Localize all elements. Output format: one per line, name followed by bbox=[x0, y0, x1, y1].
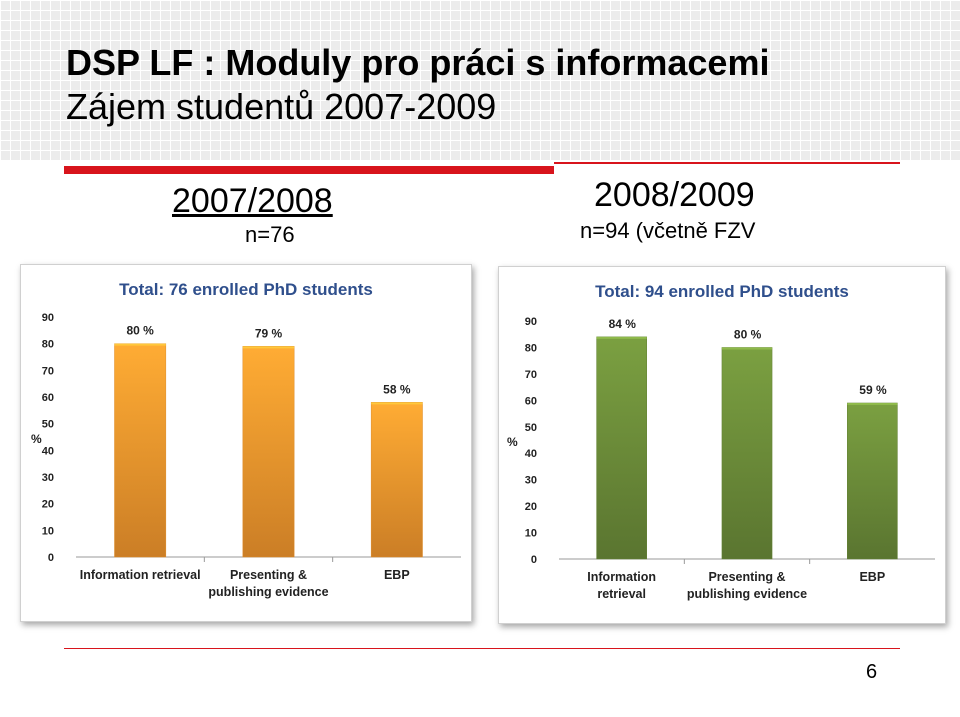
y-tick-label: 40 bbox=[42, 445, 54, 457]
left-year-label: 2007/2008 bbox=[172, 182, 333, 220]
slide-subtitle: Zájem studentů 2007-2009 bbox=[66, 86, 497, 127]
x-tick-label: EBP bbox=[859, 570, 885, 584]
y-tick-label: 30 bbox=[525, 475, 537, 487]
y-tick-label: 90 bbox=[42, 312, 54, 324]
bar-value-label: 59 % bbox=[859, 383, 887, 397]
footer-rule bbox=[64, 648, 900, 649]
y-tick-label: 60 bbox=[525, 395, 537, 407]
bar-value-label: 84 % bbox=[609, 317, 637, 331]
chart-2008-2009-svg: Total: 94 enrolled PhD students% 0 10 20 30 4… bbox=[507, 282, 935, 601]
left-sample-size: n=76 bbox=[245, 222, 295, 247]
bar-value-label: 79 % bbox=[255, 326, 283, 340]
y-tick-label: 80 bbox=[42, 339, 54, 351]
bar bbox=[596, 336, 647, 560]
y-tick-label: 20 bbox=[42, 499, 54, 511]
y-tick-label: 60 bbox=[42, 392, 54, 404]
x-tick-label: Information retrieval bbox=[80, 568, 201, 582]
title-rule-thin bbox=[554, 162, 900, 164]
y-tick-label: 70 bbox=[525, 369, 537, 381]
x-tick-label: retrieval bbox=[597, 587, 646, 601]
bar bbox=[370, 402, 423, 558]
y-axis-label: % bbox=[507, 435, 518, 449]
y-tick-label: 0 bbox=[531, 554, 537, 566]
chart-2007-2008-svg: Total: 76 enrolled PhD students% 0 10 20 30 4… bbox=[31, 280, 461, 599]
y-tick-label: 50 bbox=[42, 419, 54, 431]
x-tick-label: Information bbox=[587, 570, 656, 584]
y-tick-label: 70 bbox=[42, 365, 54, 377]
bar-value-label: 80 % bbox=[734, 327, 762, 341]
bar bbox=[721, 347, 773, 560]
x-tick-label: Presenting & bbox=[230, 568, 307, 582]
bar-value-label: 80 % bbox=[127, 324, 155, 338]
y-tick-label: 20 bbox=[525, 501, 537, 513]
bar bbox=[847, 402, 898, 560]
x-tick-label: publishing evidence bbox=[687, 587, 807, 601]
slide-title: DSP LF : Moduly pro práci s informacemi bbox=[66, 42, 770, 83]
bar bbox=[242, 346, 295, 558]
y-tick-label: 40 bbox=[525, 448, 537, 460]
bar-value-label: 58 % bbox=[383, 382, 411, 396]
chart-2007-2008: Total: 76 enrolled PhD students% 0 10 20 30 4… bbox=[20, 264, 472, 622]
chart-2008-2009: Total: 94 enrolled PhD students% 0 10 20 30 4… bbox=[498, 266, 946, 624]
title-rule-thick bbox=[64, 166, 554, 174]
y-tick-label: 0 bbox=[48, 552, 54, 564]
page-number: 6 bbox=[866, 661, 878, 683]
y-tick-label: 90 bbox=[525, 316, 537, 328]
bar bbox=[114, 343, 167, 558]
y-tick-label: 50 bbox=[525, 422, 537, 434]
y-tick-label: 30 bbox=[42, 472, 54, 484]
x-tick-label: publishing evidence bbox=[208, 585, 328, 599]
x-tick-label: Presenting & bbox=[708, 570, 785, 584]
chart-title: Total: 94 enrolled PhD students bbox=[595, 282, 849, 301]
y-tick-label: 10 bbox=[525, 528, 537, 540]
header-grid-background bbox=[0, 0, 960, 160]
right-sample-size: n=94 (včetně FZV bbox=[580, 218, 756, 243]
y-tick-label: 10 bbox=[42, 525, 54, 537]
right-year-label: 2008/2009 bbox=[594, 176, 755, 214]
y-axis-label: % bbox=[31, 432, 42, 446]
y-tick-label: 80 bbox=[525, 342, 537, 354]
x-tick-label: EBP bbox=[384, 568, 410, 582]
chart-title: Total: 76 enrolled PhD students bbox=[119, 280, 373, 299]
